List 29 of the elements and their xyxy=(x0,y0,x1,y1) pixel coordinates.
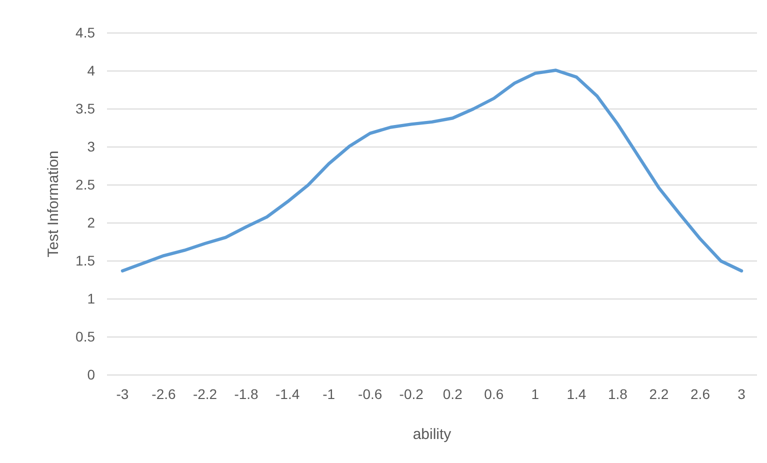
x-axis-title: ability xyxy=(412,426,452,443)
y-tick-label: 3 xyxy=(87,138,96,154)
x-tick-label: -1 xyxy=(322,386,336,402)
x-tick-label: -0.6 xyxy=(358,386,382,402)
x-tick-label: 3 xyxy=(738,386,746,402)
x-tick-label: 2.2 xyxy=(649,386,669,402)
line-series xyxy=(120,68,744,272)
x-tick-label: 2.6 xyxy=(690,386,710,402)
x-tick-label: -1.8 xyxy=(234,386,259,402)
y-tick-label: 3.5 xyxy=(76,100,96,116)
x-tick-label: -2.6 xyxy=(152,386,176,402)
y-tick-label: 2 xyxy=(87,214,96,230)
y-tick-label: 4 xyxy=(87,62,96,78)
y-tick-label: 1.5 xyxy=(76,252,96,268)
x-tick-label: -0.2 xyxy=(399,386,424,402)
x-tick-label: 1.4 xyxy=(566,386,586,402)
y-tick-label: 0.5 xyxy=(76,328,96,344)
y-axis-title: Test Information xyxy=(45,150,62,258)
x-tick-label: -3 xyxy=(116,386,129,402)
x-tick-label: 1 xyxy=(531,386,540,402)
y-tick-label: 4.5 xyxy=(76,24,96,40)
x-tick-label: -1.4 xyxy=(275,386,300,402)
x-tick-label: 0.2 xyxy=(442,386,463,402)
y-tick-label: 2.5 xyxy=(76,176,96,192)
x-tick-label: 0.6 xyxy=(484,386,504,402)
x-tick-label: -2.2 xyxy=(192,386,218,402)
y-tick-label: 1 xyxy=(87,290,96,306)
x-tick-label: 1.8 xyxy=(608,386,628,402)
y-tick-label: 0 xyxy=(87,366,96,382)
